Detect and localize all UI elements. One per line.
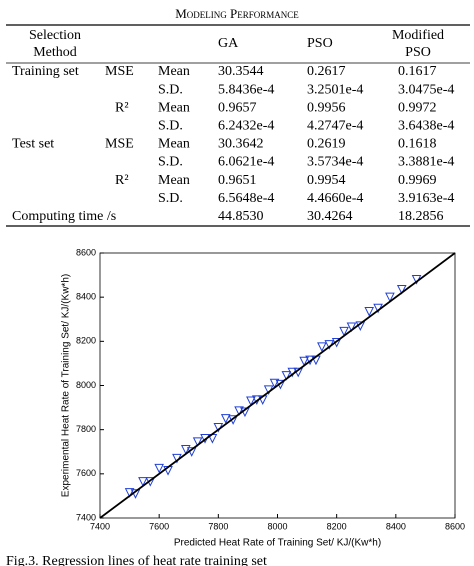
table-caption: Modeling Performance xyxy=(175,6,299,21)
cell: 0.9972 xyxy=(398,100,437,115)
point xyxy=(269,378,280,389)
cell: 4.4660e-4 xyxy=(307,191,363,206)
point xyxy=(220,414,231,424)
x-tick-label: 7400 xyxy=(90,521,110,531)
point xyxy=(385,292,395,303)
stat: S.D. xyxy=(158,82,183,97)
cell: 0.1617 xyxy=(398,64,437,79)
header-cell: PSO xyxy=(307,36,333,51)
cell: 3.5734e-4 xyxy=(307,155,363,170)
point xyxy=(346,322,357,333)
metric: R² xyxy=(115,100,129,115)
cell: 0.9657 xyxy=(218,100,257,115)
metric: MSE xyxy=(105,64,134,79)
cell: 6.2432e-4 xyxy=(218,119,274,134)
cell: 30.3544 xyxy=(218,64,264,79)
point xyxy=(281,371,292,381)
cell: 0.9954 xyxy=(307,173,346,188)
table: Modeling Performance Selection Method GA PS… xyxy=(6,6,470,227)
figure: 7400 7600 7800 8000 8200 8400 8600 7400 7600 7800… xyxy=(6,247,465,566)
x-tick-label: 7600 xyxy=(149,521,169,531)
x-tick-label: 8600 xyxy=(445,521,465,531)
cell: 6.5648e-4 xyxy=(218,191,274,206)
y-tick-label: 7400 xyxy=(76,512,96,522)
x-tick-label: 8200 xyxy=(327,521,347,531)
header-cell: Selection Method xyxy=(29,28,81,60)
x-tick-label: 8400 xyxy=(386,521,406,531)
cell: 4.2747e-4 xyxy=(307,119,363,134)
stat: S.D. xyxy=(158,155,183,170)
y-tick-label: 8400 xyxy=(76,292,96,302)
y-tick-label: 8200 xyxy=(76,336,96,346)
row-label: Training set xyxy=(12,64,79,79)
cell: 3.9163e-4 xyxy=(398,191,454,206)
cell: 0.9969 xyxy=(398,173,437,188)
y-tick-label: 7600 xyxy=(76,468,96,478)
point xyxy=(396,284,407,295)
stat: Mean xyxy=(158,137,190,152)
stat: Mean xyxy=(158,64,190,79)
cell: 0.9956 xyxy=(307,100,346,115)
row-label: Computing time /s xyxy=(12,209,116,224)
point xyxy=(364,307,375,317)
cell: 3.0475e-4 xyxy=(398,82,454,97)
cell: 5.8436e-4 xyxy=(218,82,274,97)
point xyxy=(246,396,256,407)
metric: R² xyxy=(115,173,129,188)
cell: 0.2617 xyxy=(307,64,346,79)
header-cell: Modified PSO xyxy=(392,28,444,60)
cell: 0.9651 xyxy=(218,173,257,188)
cell: 44.8530 xyxy=(218,209,264,224)
stat: S.D. xyxy=(158,119,183,134)
metric: MSE xyxy=(105,137,134,152)
cell: 3.2501e-4 xyxy=(307,82,363,97)
stat: Mean xyxy=(158,100,190,115)
point xyxy=(234,406,244,417)
y-tick-label: 8600 xyxy=(76,247,96,257)
x-tick-label: 7800 xyxy=(208,521,228,531)
point xyxy=(180,445,191,455)
point xyxy=(192,437,203,447)
cell: 0.2619 xyxy=(307,137,346,152)
row-label: Test set xyxy=(12,137,54,152)
header-cell: GA xyxy=(218,36,239,51)
cell: 6.0621e-4 xyxy=(218,155,274,170)
regression-line xyxy=(99,252,456,519)
point xyxy=(339,326,349,337)
x-tick-label: 8000 xyxy=(267,521,287,531)
figure-caption: Fig.3. Regression lines of heat rate tra… xyxy=(6,554,267,566)
y-tick-label: 7800 xyxy=(76,424,96,434)
x-axis-label: Predicted Heat Rate of Training Set/ KJ/… xyxy=(174,538,381,549)
stat: S.D. xyxy=(158,191,183,206)
cell: 18.2856 xyxy=(398,209,444,224)
point xyxy=(154,463,164,474)
point xyxy=(299,356,309,367)
point xyxy=(138,477,148,487)
point xyxy=(124,488,135,498)
cell: 3.3881e-4 xyxy=(398,155,454,170)
cell: 3.6438e-4 xyxy=(398,119,454,134)
cell: 0.1618 xyxy=(398,137,437,152)
cell: 30.3642 xyxy=(218,137,264,152)
cell: 30.4264 xyxy=(307,209,353,224)
y-tick-label: 8000 xyxy=(76,380,96,390)
stat: Mean xyxy=(158,173,190,188)
y-axis-label: Experimental Heat Rate of Training Set/ … xyxy=(61,274,72,497)
point xyxy=(317,342,327,352)
